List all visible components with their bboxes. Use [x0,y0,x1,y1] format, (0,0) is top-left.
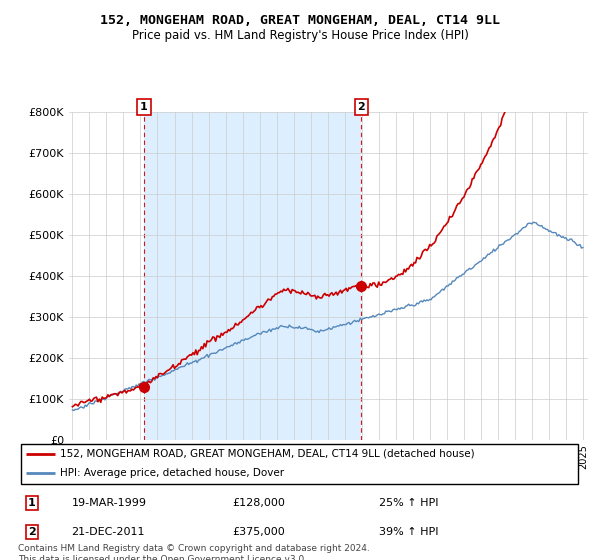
Text: Contains HM Land Registry data © Crown copyright and database right 2024.
This d: Contains HM Land Registry data © Crown c… [18,544,370,560]
Text: 152, MONGEHAM ROAD, GREAT MONGEHAM, DEAL, CT14 9LL (detached house): 152, MONGEHAM ROAD, GREAT MONGEHAM, DEAL… [60,449,475,459]
Text: HPI: Average price, detached house, Dover: HPI: Average price, detached house, Dove… [60,468,284,478]
Text: Price paid vs. HM Land Registry's House Price Index (HPI): Price paid vs. HM Land Registry's House … [131,29,469,42]
Text: 2: 2 [28,527,36,537]
Text: 1: 1 [140,102,148,112]
Text: 19-MAR-1999: 19-MAR-1999 [71,498,146,508]
FancyBboxPatch shape [21,444,578,483]
Text: 1: 1 [28,498,36,508]
Text: 39% ↑ HPI: 39% ↑ HPI [379,527,439,537]
Text: 152, MONGEHAM ROAD, GREAT MONGEHAM, DEAL, CT14 9LL: 152, MONGEHAM ROAD, GREAT MONGEHAM, DEAL… [100,14,500,27]
Text: 25% ↑ HPI: 25% ↑ HPI [379,498,439,508]
Bar [144,112,361,440]
Text: 2: 2 [357,102,365,112]
Text: £128,000: £128,000 [232,498,285,508]
Text: 21-DEC-2011: 21-DEC-2011 [71,527,145,537]
Text: £375,000: £375,000 [232,527,285,537]
